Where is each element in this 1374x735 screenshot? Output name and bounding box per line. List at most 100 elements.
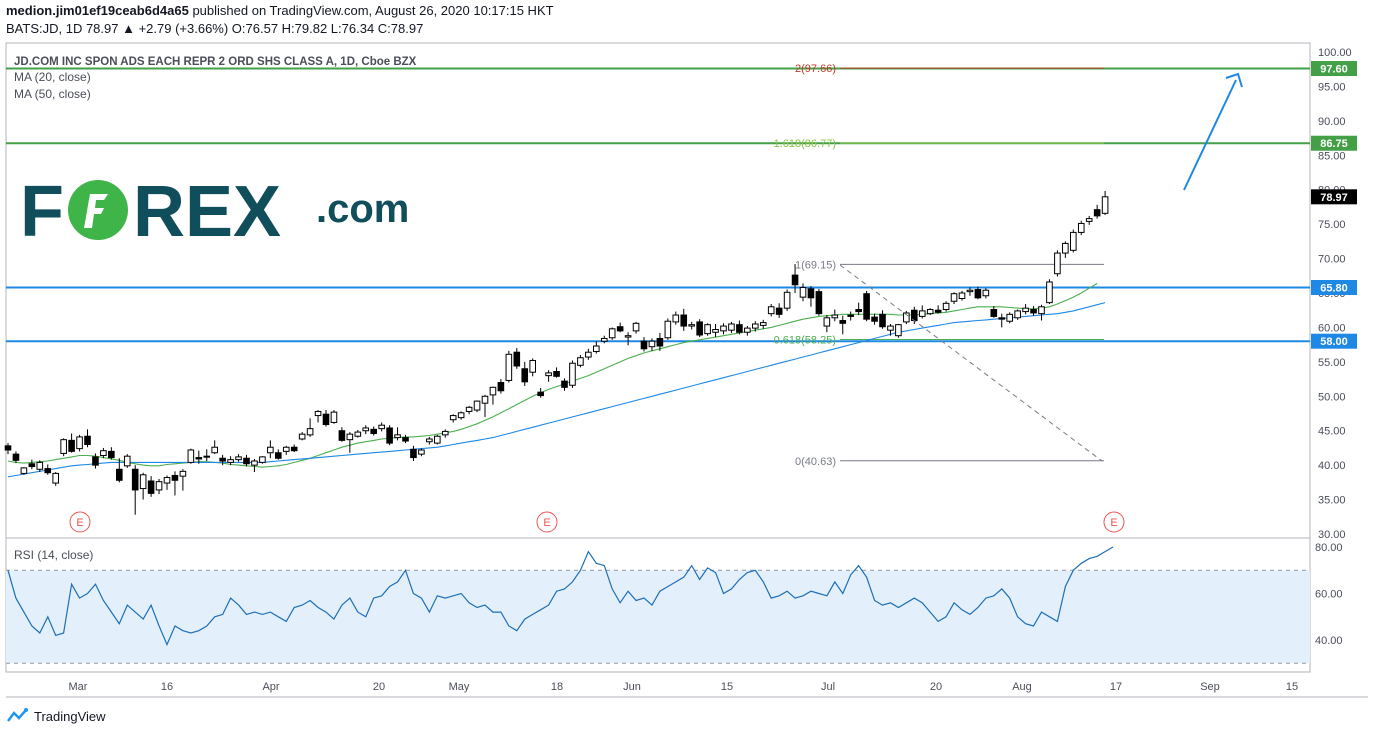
candle[interactable] (593, 341, 600, 354)
candle[interactable] (1093, 204, 1101, 219)
candle[interactable] (314, 410, 322, 423)
candle[interactable] (155, 478, 163, 495)
candle[interactable] (1046, 279, 1053, 305)
candle[interactable] (36, 460, 44, 473)
candle[interactable] (887, 323, 894, 336)
candle[interactable] (441, 429, 449, 438)
candle[interactable] (52, 472, 60, 486)
candle[interactable] (410, 445, 417, 462)
candle[interactable] (799, 283, 807, 302)
candle[interactable] (489, 386, 497, 405)
candle[interactable] (84, 429, 91, 448)
candle[interactable] (744, 326, 751, 336)
candle[interactable] (759, 319, 767, 329)
candle[interactable] (282, 445, 290, 455)
candle[interactable] (131, 465, 139, 515)
candle[interactable] (394, 427, 401, 441)
candle[interactable] (855, 302, 862, 316)
candle[interactable] (966, 287, 974, 296)
candle[interactable] (275, 449, 282, 460)
candle[interactable] (4, 443, 12, 455)
candle[interactable] (163, 475, 171, 490)
candle[interactable] (950, 292, 958, 305)
earnings-marker[interactable]: E (69, 511, 91, 533)
candle[interactable] (123, 454, 131, 468)
candle[interactable] (871, 313, 878, 325)
candle[interactable] (839, 315, 847, 335)
candle[interactable] (179, 469, 187, 491)
candle[interactable] (736, 320, 743, 335)
candle[interactable] (235, 454, 242, 462)
candle[interactable] (298, 432, 306, 441)
candle[interactable] (648, 338, 656, 351)
candle[interactable] (561, 378, 568, 391)
candle[interactable] (92, 453, 99, 469)
earnings-marker[interactable]: E (1103, 511, 1125, 533)
candle[interactable] (624, 332, 632, 346)
candle[interactable] (346, 432, 354, 453)
candle[interactable] (386, 425, 393, 446)
candle[interactable] (338, 427, 346, 442)
candle[interactable] (1038, 304, 1045, 321)
candle[interactable] (847, 311, 855, 321)
candle[interactable] (219, 454, 226, 466)
candle[interactable] (139, 472, 147, 500)
candle[interactable] (1085, 215, 1093, 225)
candle[interactable] (465, 405, 473, 415)
candle[interactable] (680, 308, 688, 331)
candle[interactable] (664, 318, 672, 340)
candle[interactable] (998, 313, 1006, 328)
projection-arrow[interactable] (1183, 72, 1243, 191)
candle[interactable] (958, 290, 966, 301)
candle[interactable] (632, 321, 640, 334)
candle[interactable] (600, 335, 608, 344)
candle[interactable] (227, 456, 234, 466)
candle[interactable] (608, 327, 616, 340)
candle[interactable] (457, 411, 465, 420)
candle[interactable] (147, 476, 155, 497)
candle[interactable] (354, 430, 362, 438)
candle[interactable] (831, 309, 839, 322)
candle[interactable] (640, 337, 648, 352)
candle[interactable] (513, 348, 521, 369)
candle[interactable] (1062, 241, 1069, 258)
candle[interactable] (767, 304, 775, 317)
candle[interactable] (243, 454, 250, 467)
candle[interactable] (577, 354, 584, 368)
candle[interactable] (497, 379, 505, 394)
candle[interactable] (362, 425, 370, 435)
candle[interactable] (656, 332, 664, 351)
tradingview-brand[interactable]: TradingView (6, 707, 106, 725)
candle[interactable] (418, 448, 425, 457)
candle[interactable] (791, 264, 799, 293)
candle[interactable] (449, 414, 457, 423)
candle[interactable] (402, 434, 409, 444)
candle[interactable] (434, 434, 441, 445)
candle[interactable] (378, 422, 385, 432)
candle[interactable] (752, 321, 759, 332)
candle[interactable] (712, 323, 719, 338)
candle[interactable] (251, 458, 258, 473)
candle[interactable] (1006, 312, 1014, 324)
candle[interactable] (926, 308, 934, 316)
candle[interactable] (116, 458, 123, 483)
candle[interactable] (68, 433, 75, 453)
candle[interactable] (990, 306, 998, 318)
candle[interactable] (12, 451, 20, 464)
main-pane[interactable] (5, 42, 1311, 539)
candle[interactable] (195, 450, 203, 464)
candle[interactable] (672, 311, 680, 325)
candle[interactable] (370, 426, 377, 436)
candle[interactable] (330, 410, 338, 424)
candle[interactable] (704, 323, 711, 336)
fib-trend-line[interactable] (839, 264, 1103, 462)
candle[interactable] (306, 418, 314, 437)
candle[interactable] (783, 289, 791, 311)
candle[interactable] (807, 286, 815, 307)
candle[interactable] (903, 310, 910, 324)
candle[interactable] (1022, 304, 1029, 315)
candle[interactable] (569, 360, 576, 389)
candle[interactable] (20, 467, 28, 475)
candle[interactable] (585, 348, 592, 360)
candle[interactable] (171, 471, 179, 496)
